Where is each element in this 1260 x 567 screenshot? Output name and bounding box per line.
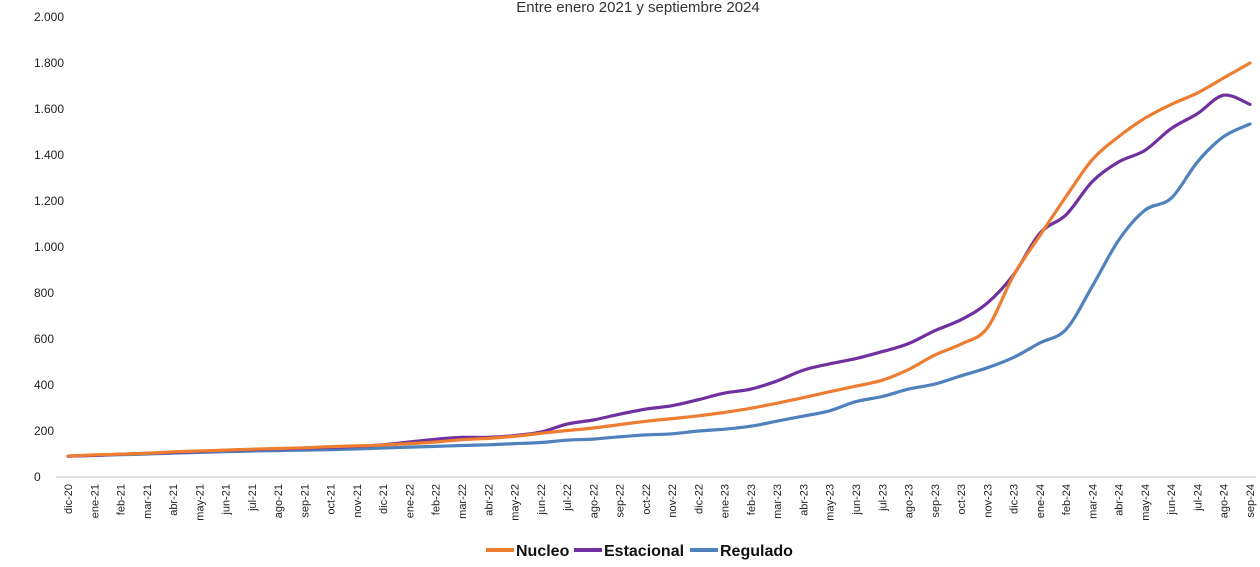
y-tick-label: 1.200 [34, 194, 64, 208]
x-tick-label: sep-24 [1245, 484, 1257, 518]
legend-label-estacional: Estacional [604, 543, 684, 560]
y-tick-label: 2.000 [34, 10, 64, 24]
x-tick-label: may-22 [510, 484, 522, 521]
y-tick-label: 400 [34, 378, 54, 392]
y-tick-label: 1.600 [34, 102, 64, 116]
x-tick-label: may-24 [1140, 484, 1152, 521]
x-tick-label: nov-21 [352, 484, 364, 518]
y-axis: 0 200 400 600 800 1.000 1.200 1.400 1.600 1.800 2.… [34, 10, 64, 484]
x-tick-label: feb-22 [431, 484, 443, 515]
x-tick-label: nov-22 [667, 484, 679, 518]
x-tick-label: jul-23 [877, 484, 889, 512]
x-tick-label: oct-21 [326, 484, 338, 515]
series-line-estacional [66, 93, 1252, 458]
x-tick-label: may-23 [825, 484, 837, 521]
x-tick-label: nov-23 [982, 484, 994, 518]
chart-subtitle: Entre enero 2021 y septiembre 2024 [516, 0, 760, 16]
x-tick-label: sep-21 [299, 484, 311, 518]
y-tick-label: 1.400 [34, 148, 64, 162]
x-tick-label: jun-22 [536, 484, 548, 516]
y-tick-label: 0 [34, 470, 41, 484]
x-tick-label: sep-23 [930, 484, 942, 518]
x-tick-label: abr-24 [1114, 484, 1126, 516]
x-tick-label: jul-21 [247, 484, 259, 512]
x-tick-label: ene-21 [89, 484, 101, 518]
x-tick-label: feb-21 [116, 484, 128, 515]
x-tick-label: feb-23 [746, 484, 758, 515]
x-tick-label: oct-23 [956, 484, 968, 515]
legend: Nucleo Estacional Regulado [486, 543, 793, 560]
x-tick-label: ene-22 [404, 484, 416, 518]
x-tick-label: ene-24 [1035, 484, 1047, 518]
x-tick-label: jun-24 [1166, 484, 1178, 516]
x-tick-label: mar-22 [457, 484, 469, 519]
x-tick-label: ago-24 [1219, 484, 1231, 518]
x-tick-label: may-21 [194, 484, 206, 521]
x-tick-label: jul-24 [1192, 484, 1204, 512]
x-tick-label: dic-22 [693, 484, 705, 514]
x-tick-label: feb-24 [1061, 484, 1073, 515]
x-tick-label: sep-22 [615, 484, 627, 518]
series-line-nucleo [66, 61, 1252, 458]
y-tick-label: 1.000 [34, 240, 64, 254]
x-tick-label: ene-23 [720, 484, 732, 518]
y-tick-label: 600 [34, 332, 54, 346]
x-tick-label: dic-20 [63, 484, 75, 514]
legend-label-nucleo: Nucleo [516, 543, 570, 560]
x-tick-label: jun-21 [221, 484, 233, 516]
x-tick-label: abr-21 [168, 484, 180, 516]
x-tick-label: dic-21 [378, 484, 390, 514]
x-tick-label: mar-23 [772, 484, 784, 519]
y-tick-label: 200 [34, 424, 54, 438]
x-tick-label: jun-23 [851, 484, 863, 516]
x-tick-label: mar-21 [142, 484, 154, 519]
y-tick-label: 1.800 [34, 56, 64, 70]
x-tick-label: oct-22 [641, 484, 653, 515]
x-tick-label: ago-22 [588, 484, 600, 518]
x-tick-label: dic-23 [1009, 484, 1021, 514]
x-axis: dic-20 ene-21 feb-21 mar-21 abr-21 may-21 jun-… [63, 484, 1257, 521]
x-tick-label: mar-24 [1087, 484, 1099, 519]
x-tick-label: abr-22 [483, 484, 495, 516]
x-tick-label: ago-23 [904, 484, 916, 518]
x-tick-label: ago-21 [273, 484, 285, 518]
legend-label-regulado: Regulado [720, 543, 793, 560]
plot-area [66, 61, 1252, 458]
x-tick-label: abr-23 [798, 484, 810, 516]
y-tick-label: 800 [34, 286, 54, 300]
x-tick-label: jul-22 [562, 484, 574, 512]
